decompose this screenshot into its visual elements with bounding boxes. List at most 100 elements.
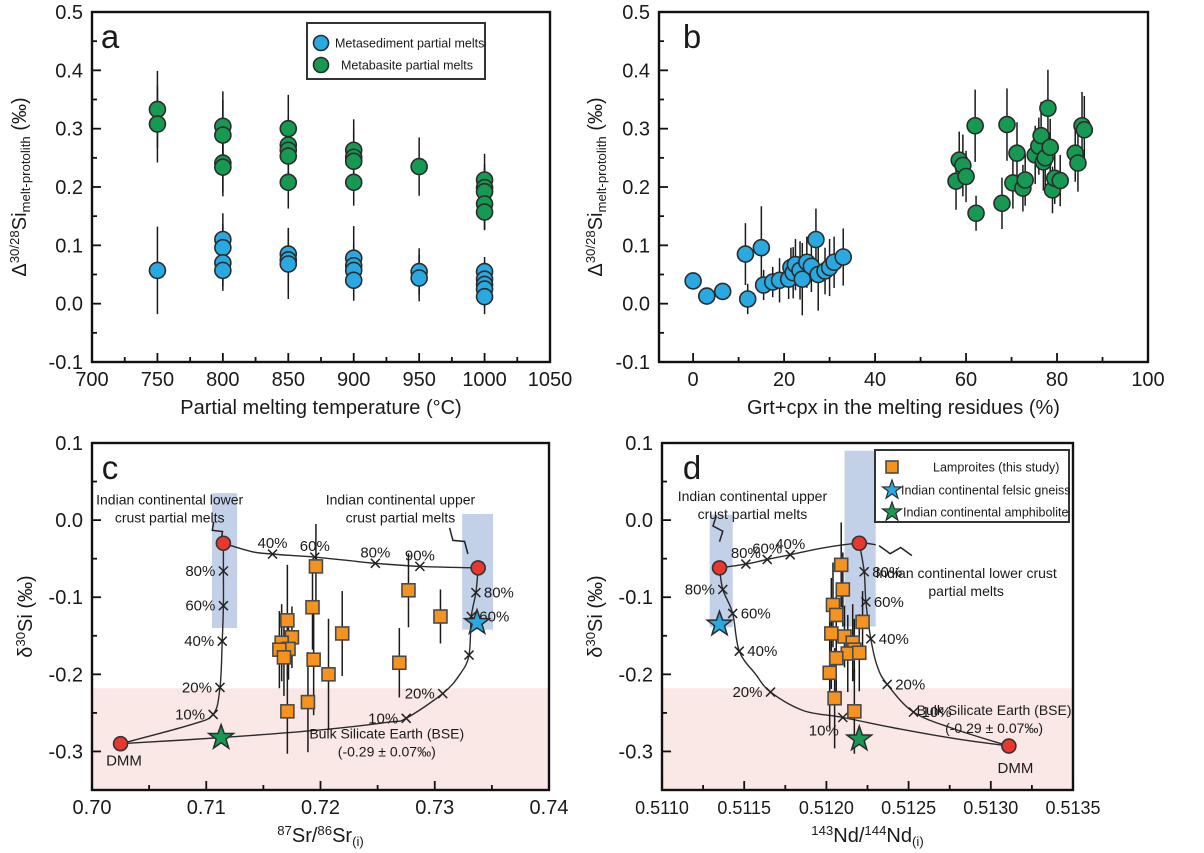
metasediment-point xyxy=(807,230,825,249)
metabasite-point xyxy=(148,100,167,119)
panel-letter-d: d xyxy=(683,449,701,486)
upper-crust-endpoint xyxy=(711,560,728,576)
percent-tick-mark xyxy=(785,549,796,560)
annotation: DMM xyxy=(998,760,1034,777)
x-tick-label: 40 xyxy=(864,369,886,391)
percent-label: 10% xyxy=(368,710,398,727)
series-metabasite xyxy=(947,69,1094,231)
annotation-connector xyxy=(448,527,469,555)
lamproites-point xyxy=(280,704,295,719)
percent-label: 60% xyxy=(300,538,330,555)
plot-frame xyxy=(657,10,1150,364)
axis-ticks xyxy=(91,11,551,363)
panel-c: 40% 60% 80% 90%10%20%40%60%80%10%20%60%80%I… xyxy=(13,433,569,849)
metasediment-point xyxy=(684,272,702,290)
metabasite-point xyxy=(1051,171,1070,190)
percent-label: 10% xyxy=(809,723,839,740)
annotation-connector xyxy=(712,515,724,542)
axis-ticks xyxy=(91,442,550,790)
legend-marker-circle xyxy=(312,56,330,74)
dmm-point xyxy=(112,735,129,752)
metabasite-point xyxy=(214,158,232,176)
metasediment-point xyxy=(148,261,167,280)
series-lamproites xyxy=(272,523,448,754)
lamproites-point xyxy=(828,650,844,666)
legend-d: Lamproites (this study) Indian continenta… xyxy=(874,449,1071,523)
metasediment-point xyxy=(793,270,812,288)
lower-crust-endpoint xyxy=(851,535,868,552)
y-axis-label-a: Δ30/28Simelt-protolith (‰) xyxy=(7,97,33,276)
metasediment-point xyxy=(279,255,298,273)
metasediment-point xyxy=(410,269,428,287)
percent-tick-mark xyxy=(370,558,381,569)
metasediment-point xyxy=(214,261,232,280)
metasediment-point xyxy=(344,271,363,290)
y-tick-label: -0.1 xyxy=(49,587,83,609)
percent-label: 20% xyxy=(895,676,925,693)
percent-label: 60% xyxy=(874,594,904,611)
lamproites-point xyxy=(308,559,324,574)
series-metasediment xyxy=(684,206,853,316)
y-tick-label: 0.2 xyxy=(55,177,83,199)
metabasite-point xyxy=(214,126,232,144)
panel-letter-a: a xyxy=(101,18,120,55)
metasediment-point xyxy=(834,248,853,266)
percent-tick-mark xyxy=(865,633,876,644)
axis-ticks xyxy=(659,11,1149,363)
y-tick-label: 0.5 xyxy=(55,2,83,24)
metabasite-point xyxy=(957,167,975,186)
x-tick-label: 1050 xyxy=(528,369,573,391)
annotation-connector xyxy=(878,544,913,557)
x-tick-label: 80 xyxy=(1046,369,1068,391)
y-tick-label: -0.2 xyxy=(49,664,83,686)
lamproites-point xyxy=(855,614,870,630)
metabasite-point xyxy=(1008,144,1026,162)
percent-tick-mark xyxy=(267,549,278,560)
metabasite-point xyxy=(344,173,363,192)
percent-tick-mark xyxy=(717,584,728,595)
panel-letter-c: c xyxy=(102,449,119,486)
percent-label: 80% xyxy=(185,563,215,580)
lamproites-point xyxy=(828,607,844,623)
metasediment-point xyxy=(738,290,757,308)
metabasite-point xyxy=(279,173,298,192)
lamproites-point xyxy=(433,609,448,624)
x-tick-label: 0.73 xyxy=(415,797,454,819)
annotation: Indian continental upper crust partial me… xyxy=(678,488,828,522)
metasediment-point xyxy=(752,238,771,257)
annotation: Indian continental upper crust partial me… xyxy=(326,492,476,526)
metabasite-point xyxy=(279,119,298,138)
x-tick-label: 0.71 xyxy=(187,797,226,819)
series-lamproites xyxy=(822,522,870,754)
lamproites-point xyxy=(824,626,839,641)
x-tick-label: 100 xyxy=(1131,369,1164,391)
percent-tick-mark xyxy=(463,650,475,661)
percent-tick-mark xyxy=(762,554,773,565)
percent-tick-mark xyxy=(214,682,225,693)
y-tick-label: 0.0 xyxy=(55,294,83,316)
annotation: Bulk Silicate Earth (BSE) (-0.29 ± 0.07‰) xyxy=(309,725,464,759)
percent-tick-mark xyxy=(765,687,776,698)
x-axis-label-b: Grt+cpx in the melting residues (%) xyxy=(747,397,1060,419)
metasediment-point xyxy=(214,238,232,257)
x-tick-label: 20 xyxy=(773,369,795,391)
lamproites-point xyxy=(334,626,350,641)
annotation: Indian continental lower crust partial me… xyxy=(875,565,1056,599)
dmm-upper-crust-curve xyxy=(120,567,479,745)
bse-region xyxy=(92,688,549,790)
percent-label: 60% xyxy=(752,540,782,557)
amphibolite-star xyxy=(206,722,236,750)
metabasite-point xyxy=(1039,99,1057,118)
x-tick-label: 700 xyxy=(75,369,108,391)
x-tick-label: 0.5135 xyxy=(1045,798,1100,818)
legend-label: Lamproites (this study) xyxy=(933,461,1059,475)
percent-tick-mark xyxy=(437,688,448,699)
x-axis-label-d: 143Nd/144Nd(i) xyxy=(811,823,923,849)
legend-box xyxy=(874,449,1070,523)
x-tick-label: 0.5125 xyxy=(881,798,936,818)
legend-label: Metasediment partial melts xyxy=(335,37,484,51)
annotation: Bulk Silicate Earth (BSE) (-0.29 ± 0.07‰) xyxy=(917,702,1072,736)
series-metasediment xyxy=(148,213,494,315)
legend-box xyxy=(306,22,486,80)
lamproites-point xyxy=(827,690,842,706)
